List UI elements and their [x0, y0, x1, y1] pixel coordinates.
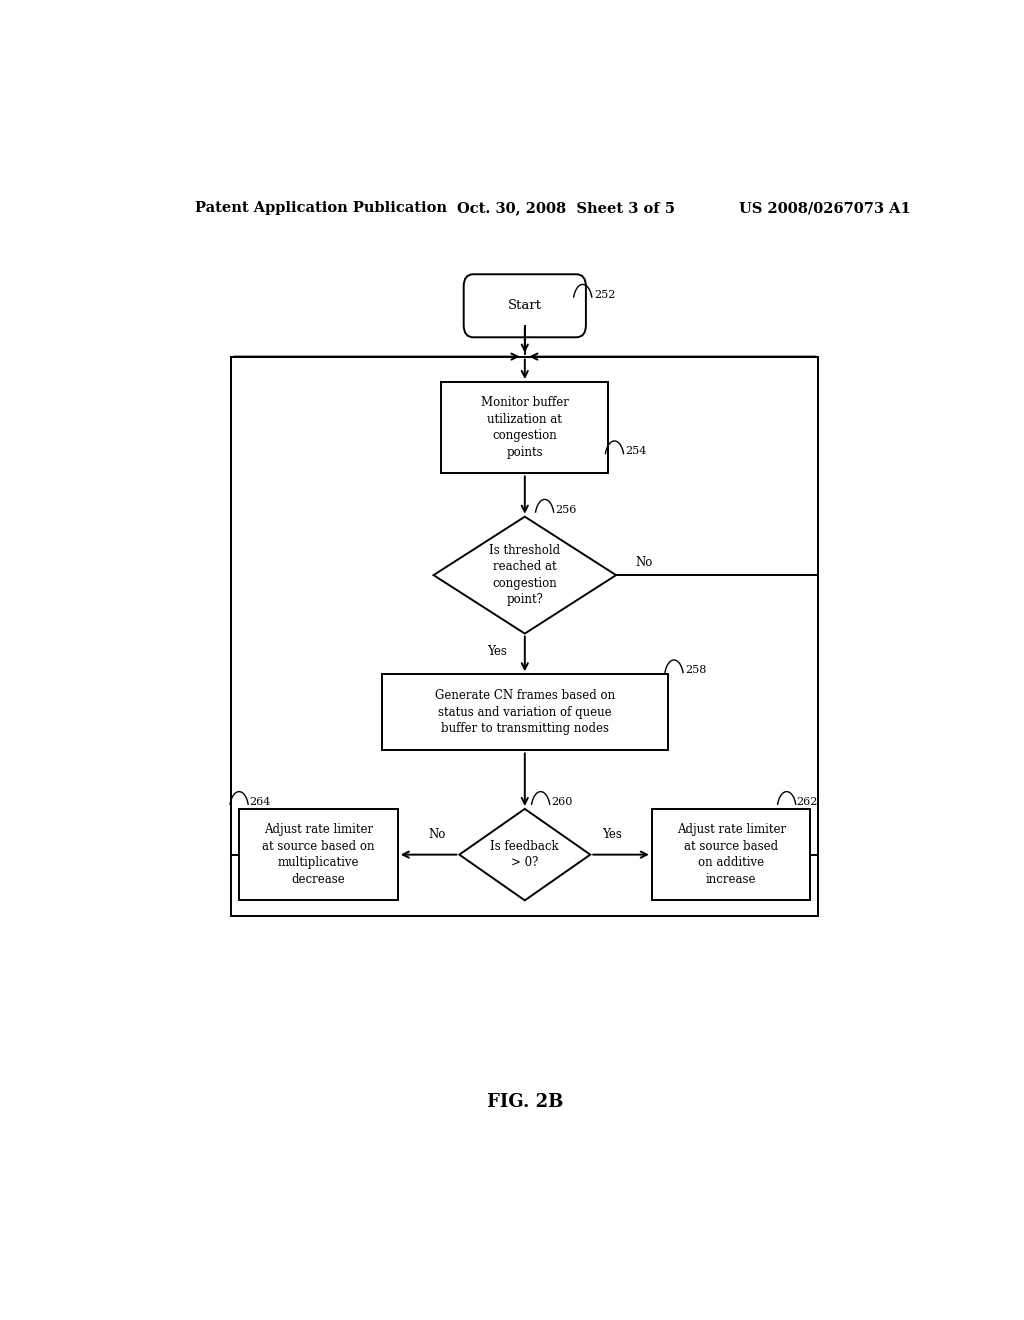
- Bar: [239, 809, 397, 900]
- Bar: [441, 381, 608, 474]
- Text: No: No: [635, 557, 652, 569]
- Bar: [382, 675, 668, 751]
- Text: Yes: Yes: [602, 828, 623, 841]
- Text: 252: 252: [594, 289, 615, 300]
- Text: Generate CN frames based on
status and variation of queue
buffer to transmitting: Generate CN frames based on status and v…: [435, 689, 614, 735]
- Polygon shape: [433, 516, 616, 634]
- Polygon shape: [460, 809, 590, 900]
- Text: 262: 262: [797, 797, 817, 807]
- Text: Monitor buffer
utilization at
congestion
points: Monitor buffer utilization at congestion…: [481, 396, 568, 459]
- Bar: [652, 809, 811, 900]
- Text: 258: 258: [685, 665, 707, 676]
- Text: US 2008/0267073 A1: US 2008/0267073 A1: [739, 201, 910, 215]
- Text: FIG. 2B: FIG. 2B: [486, 1093, 563, 1110]
- Text: 264: 264: [250, 797, 270, 807]
- Text: Is feedback
> 0?: Is feedback > 0?: [490, 840, 559, 870]
- Text: Oct. 30, 2008  Sheet 3 of 5: Oct. 30, 2008 Sheet 3 of 5: [458, 201, 676, 215]
- FancyBboxPatch shape: [464, 275, 586, 338]
- Text: Patent Application Publication: Patent Application Publication: [196, 201, 447, 215]
- Text: 256: 256: [555, 504, 577, 515]
- Text: 254: 254: [626, 446, 647, 457]
- Text: Adjust rate limiter
at source based on
multiplicative
decrease: Adjust rate limiter at source based on m…: [262, 824, 375, 886]
- Text: 260: 260: [551, 797, 572, 807]
- Text: Adjust rate limiter
at source based
on additive
increase: Adjust rate limiter at source based on a…: [677, 824, 785, 886]
- Text: Is threshold
reached at
congestion
point?: Is threshold reached at congestion point…: [489, 544, 560, 606]
- Text: No: No: [428, 828, 445, 841]
- Bar: [231, 356, 818, 916]
- Text: Start: Start: [508, 300, 542, 313]
- Text: Yes: Yes: [487, 645, 507, 659]
